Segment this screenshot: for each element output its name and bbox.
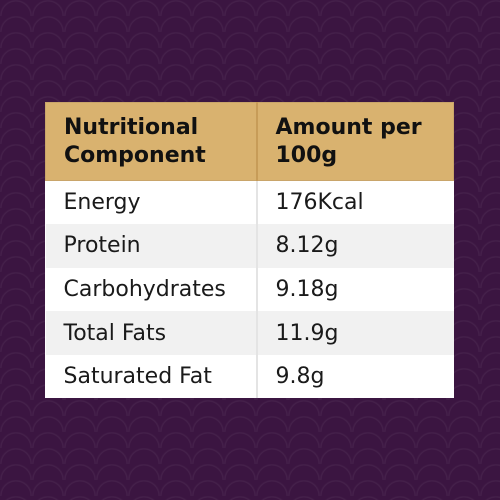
component-cell: Energy	[45, 180, 258, 225]
table-header-row: Nutritional Component Amount per 100g	[45, 102, 454, 181]
nutrition-table: Nutritional Component Amount per 100g En…	[45, 102, 454, 399]
column-header-amount: Amount per 100g	[256, 102, 454, 181]
component-cell: Saturated Fat	[45, 354, 258, 399]
column-header-component: Nutritional Component	[45, 102, 258, 181]
nutrition-table-card: Nutritional Component Amount per 100g En…	[45, 102, 454, 399]
component-cell: Carbohydrates	[45, 267, 258, 312]
component-cell: Total Fats	[45, 311, 258, 355]
table-row: Energy 176Kcal	[45, 180, 454, 225]
amount-cell: 9.18g	[256, 267, 454, 312]
table-row: Saturated Fat 9.8g	[45, 354, 454, 399]
table-row: Total Fats 11.9g	[45, 311, 454, 355]
amount-cell: 11.9g	[256, 311, 454, 355]
amount-cell: 8.12g	[256, 224, 454, 268]
table-row: Protein 8.12g	[45, 224, 454, 268]
component-cell: Protein	[45, 224, 258, 268]
table-row: Carbohydrates 9.18g	[45, 267, 454, 312]
amount-cell: 9.8g	[256, 354, 454, 399]
amount-cell: 176Kcal	[256, 180, 454, 225]
